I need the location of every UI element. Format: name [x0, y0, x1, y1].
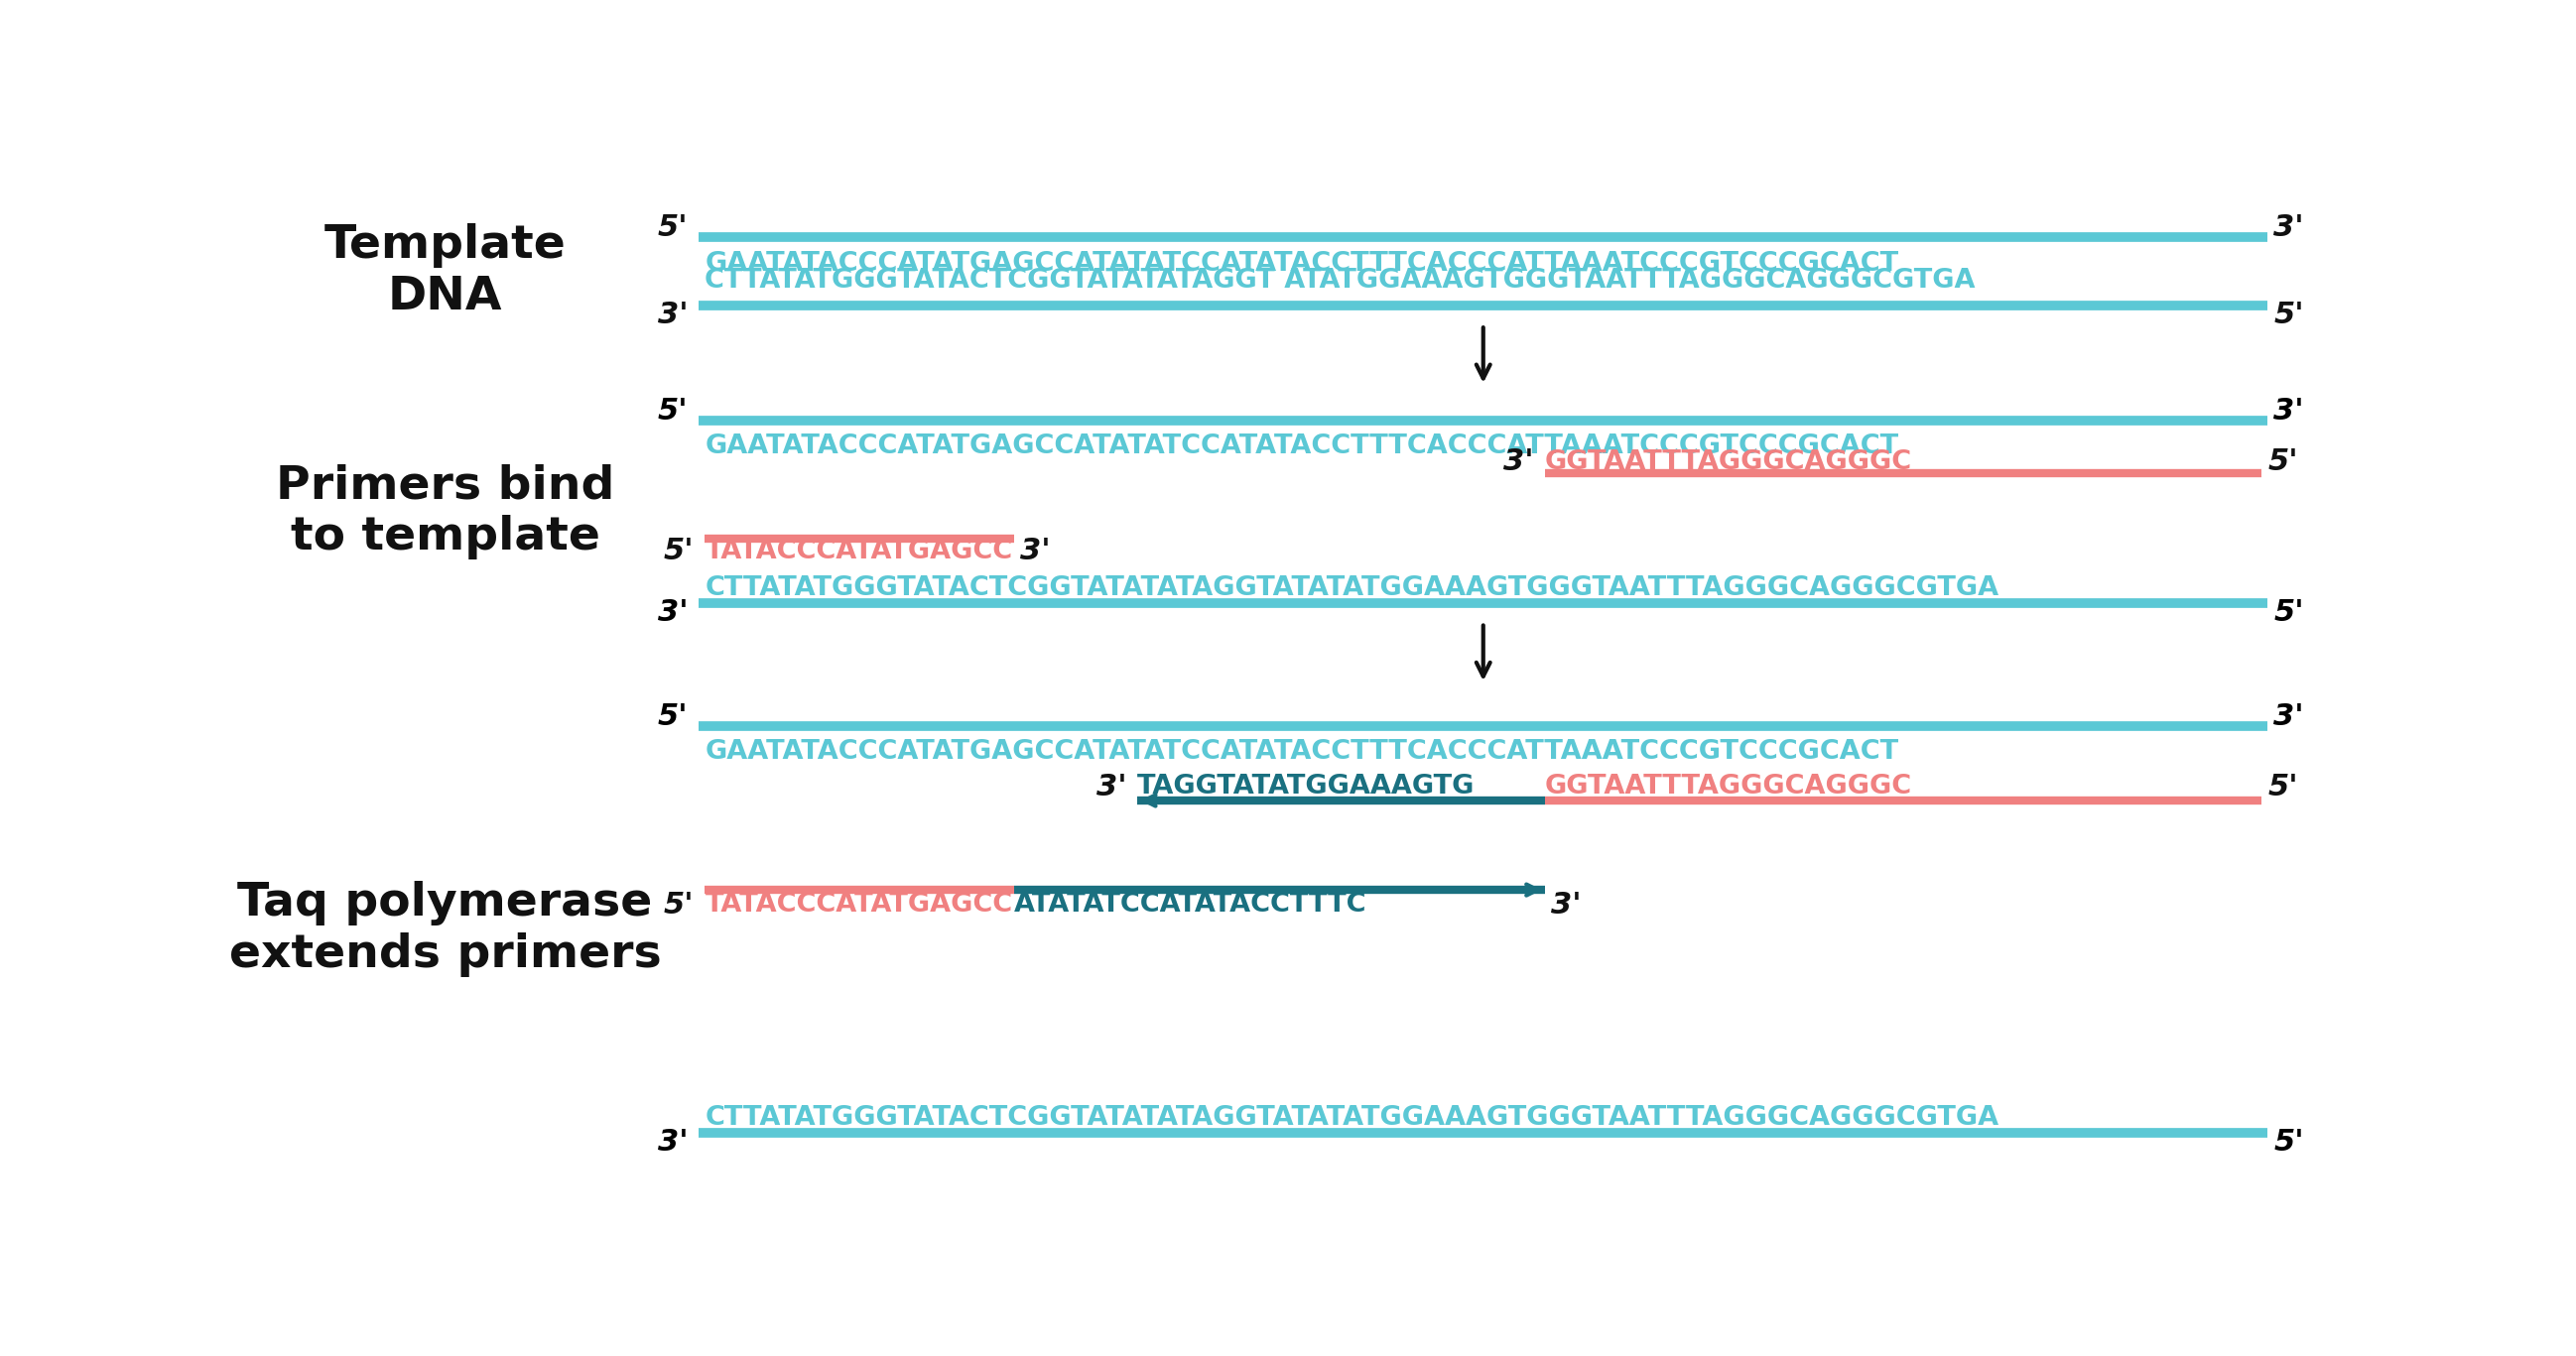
- Text: ATATATCCATATACCTTTC: ATATATCCATATACCTTTC: [1015, 892, 1368, 918]
- Text: CTTATATGGGTATACTCGGTATATATAGGTATATATGGAAAGTGGGTAATTTAGGGCAGGGCGTGA: CTTATATGGGTATACTCGGTATATATAGGTATATATGGAA…: [706, 1105, 1999, 1131]
- Text: 5': 5': [2267, 447, 2298, 476]
- Text: GAATATACCCATATGAGCCATATATCCATATACCTTTCACCCATTAAATCCCGTCCCGCACT: GAATATACCCATATGAGCCATATATCCATATACCTTTCAC…: [706, 434, 1899, 460]
- Text: 3': 3': [2275, 213, 2303, 241]
- Text: 3': 3': [657, 598, 688, 626]
- Text: TATACCCATATGAGCC: TATACCCATATGAGCC: [706, 538, 1012, 564]
- Text: 5': 5': [2275, 598, 2303, 626]
- Text: 3': 3': [2275, 396, 2303, 426]
- Text: 5': 5': [665, 891, 693, 919]
- Text: 5': 5': [657, 213, 688, 241]
- Text: 3': 3': [657, 1128, 688, 1157]
- Text: 3': 3': [1551, 891, 1582, 919]
- Text: 5': 5': [657, 396, 688, 426]
- Text: 5': 5': [2267, 773, 2298, 801]
- Text: TATACCCATATGAGCC: TATACCCATATGAGCC: [706, 892, 1012, 918]
- Text: GGTAATTTAGGGCAGGGC: GGTAATTTAGGGCAGGGC: [1546, 449, 1911, 475]
- Text: 5': 5': [665, 537, 693, 565]
- Text: 3': 3': [657, 300, 688, 330]
- Text: 5': 5': [2275, 300, 2303, 330]
- Text: GGTAATTTAGGGCAGGGC: GGTAATTTAGGGCAGGGC: [1546, 774, 1911, 800]
- Text: 3': 3': [2275, 702, 2303, 731]
- Text: GAATATACCCATATGAGCCATATATCCATATACCTTTCACCCATTAAATCCCGTCCCGCACT: GAATATACCCATATGAGCCATATATCCATATACCTTTCAC…: [706, 251, 1899, 277]
- Text: Primers bind
to template: Primers bind to template: [276, 464, 616, 560]
- Text: 5': 5': [657, 702, 688, 731]
- Text: TAGGTATATGGAAAGTG: TAGGTATATGGAAAGTG: [1136, 774, 1476, 800]
- Text: GAATATACCCATATGAGCCATATATCCATATACCTTTCACCCATTAAATCCCGTCCCGCACT: GAATATACCCATATGAGCCATATATCCATATACCTTTCAC…: [706, 739, 1899, 765]
- Text: 5': 5': [2275, 1128, 2303, 1157]
- Text: 3': 3': [1020, 537, 1051, 565]
- Text: Taq polymerase
extends primers: Taq polymerase extends primers: [229, 881, 662, 978]
- Text: Template
DNA: Template DNA: [325, 224, 567, 319]
- Text: 3': 3': [1095, 773, 1126, 801]
- Text: 3': 3': [1504, 447, 1533, 476]
- Text: CTTATATGGGTATACTCGGTATATATAGGTATATATGGAAAGTGGGTAATTTAGGGCAGGGCGTGA: CTTATATGGGTATACTCGGTATATATAGGTATATATGGAA…: [706, 575, 1999, 601]
- Text: CTTATATGGGTATACTCGGTATATATAGGT ATATGGAAAGTGGGTAATTTAGGGCAGGGCGTGA: CTTATATGGGTATACTCGGTATATATAGGT ATATGGAAA…: [706, 267, 1976, 293]
